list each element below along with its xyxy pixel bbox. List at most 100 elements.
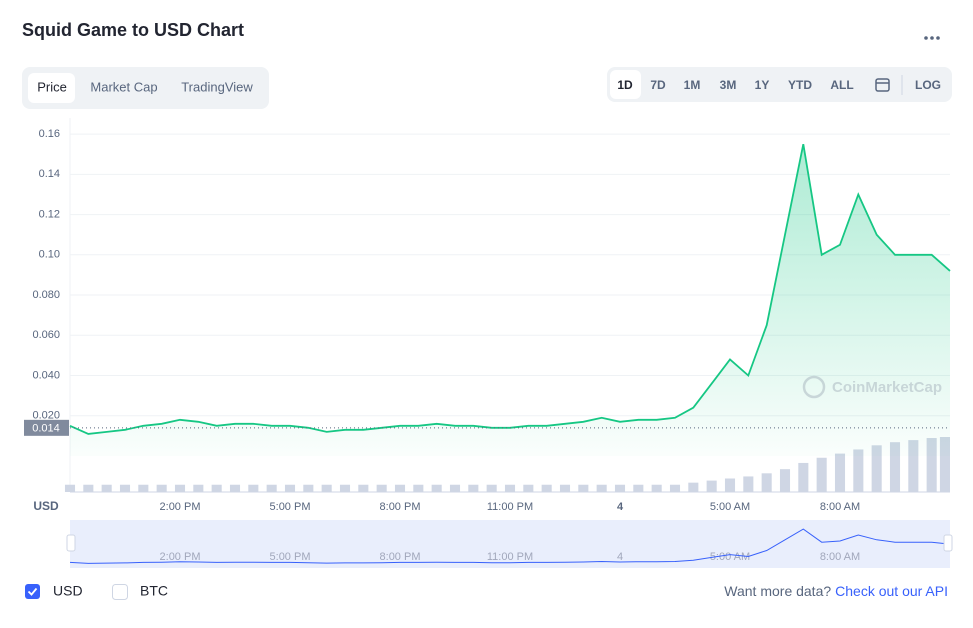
volume-bar — [413, 484, 424, 492]
volume-bar — [248, 484, 259, 492]
volume-bar — [651, 484, 662, 492]
api-link[interactable]: Check out our API — [835, 583, 948, 599]
volume-bar — [541, 484, 552, 492]
menu-dots[interactable] — [924, 36, 940, 40]
volume-bar — [743, 476, 754, 492]
watermark: CoinMarketCap — [802, 375, 942, 399]
volume-bar — [559, 484, 571, 492]
volume-bar — [468, 484, 479, 492]
volume-bar — [688, 482, 699, 492]
volume-bar — [761, 473, 772, 492]
volume-bar — [523, 484, 534, 492]
volume-bar — [119, 484, 131, 492]
chart-title: Squid Game to USD Chart — [22, 20, 244, 40]
volume-bar — [229, 484, 241, 492]
volume-bar — [908, 440, 919, 492]
volume-bar — [798, 462, 809, 492]
volume-bar — [339, 484, 351, 492]
navigator-label: 5:00 PM — [270, 551, 311, 563]
navigator-label: 11:00 PM — [487, 551, 533, 563]
check-mark — [27, 587, 38, 596]
currency-label[interactable]: BTC — [140, 583, 168, 599]
x-tick-label: 11:00 PM — [487, 501, 533, 513]
volume-bar — [284, 484, 296, 492]
volume-bar — [211, 484, 222, 492]
navigator-bg — [70, 520, 950, 568]
range-selected-bg — [610, 70, 641, 99]
y-tick-label: 0.040 — [32, 369, 60, 381]
checkbox[interactable] — [112, 584, 128, 600]
navigator-handle[interactable] — [66, 534, 76, 552]
calendar-icon[interactable] — [875, 78, 890, 92]
volume-bar — [834, 453, 846, 492]
volume-bar — [614, 484, 626, 492]
y-tick-label: 0.12 — [39, 208, 60, 220]
y-tick-label: 0.16 — [39, 128, 60, 140]
x-tick-label: 5:00 AM — [710, 501, 750, 513]
navigator-label: 2:00 PM — [160, 551, 201, 563]
tab[interactable]: Price — [37, 79, 67, 94]
y-tick-label: 0.14 — [39, 168, 60, 180]
tab-group — [22, 67, 269, 109]
y-tick-label: 0.10 — [39, 249, 60, 261]
navigator-label: 5:00 AM — [710, 551, 750, 563]
range-button[interactable]: 1M — [684, 78, 701, 92]
range-button[interactable]: 1Y — [755, 78, 770, 92]
volume-bar — [138, 484, 149, 492]
currency-label[interactable]: USD — [53, 583, 83, 599]
volume-bar — [889, 442, 901, 492]
volume-bar — [871, 445, 882, 492]
footer-question: Want more data? — [724, 583, 831, 599]
range-button[interactable]: 1D — [617, 78, 633, 92]
volume-bar — [321, 484, 332, 492]
volume-bar — [596, 484, 607, 492]
volume-bar — [853, 449, 864, 492]
volume-bar — [266, 484, 277, 492]
x-tick-label: 8:00 PM — [380, 501, 421, 513]
checkbox[interactable] — [25, 584, 40, 599]
volume-bar — [486, 484, 497, 492]
volume-bar — [779, 469, 791, 492]
current-price-label: 0.014 — [32, 423, 60, 435]
volume-bar — [724, 478, 736, 492]
range-button[interactable]: ALL — [830, 78, 853, 92]
navigator-label: 4 — [617, 551, 623, 563]
navigator-handle[interactable] — [943, 534, 953, 552]
x-tick-label: 5:00 PM — [270, 501, 311, 513]
volume-bar — [101, 484, 112, 492]
range-group — [607, 67, 952, 102]
volume-bar — [431, 484, 442, 492]
volume-bar — [174, 484, 186, 492]
navigator-label: 8:00 PM — [380, 551, 421, 563]
range-button[interactable]: 3M — [720, 78, 737, 92]
volume-bar — [303, 484, 314, 492]
volume-bar — [64, 484, 76, 492]
y-tick-label: 0.020 — [32, 410, 60, 422]
range-button[interactable]: 7D — [650, 78, 666, 92]
volume-bar — [504, 484, 516, 492]
x-tick-label: 2:00 PM — [160, 501, 201, 513]
volume-bar — [394, 484, 406, 492]
navigator-line — [69, 528, 951, 564]
range-button[interactable]: LOG — [915, 78, 941, 92]
x-tick-label: 4 — [617, 501, 624, 513]
volume-bar — [939, 437, 950, 492]
navigator-label: 8:00 AM — [820, 551, 860, 563]
watermark-text: CoinMarketCap — [832, 379, 942, 396]
volume-bar — [926, 438, 937, 492]
y-tick-label: 0.080 — [32, 289, 60, 301]
volume-bar — [156, 484, 167, 492]
tab-selected-bg — [28, 73, 75, 103]
volume-bar — [83, 484, 94, 492]
current-price-tag — [24, 419, 69, 436]
range-button[interactable]: YTD — [788, 78, 812, 92]
tab[interactable]: Market Cap — [90, 79, 157, 94]
volume-bar — [633, 484, 644, 492]
tab[interactable]: TradingView — [181, 79, 253, 94]
volume-bar — [358, 484, 369, 492]
y-tick-label: 0.060 — [32, 329, 60, 341]
price-area — [70, 144, 950, 456]
volume-bar — [816, 457, 827, 492]
volume-bar — [578, 484, 589, 492]
